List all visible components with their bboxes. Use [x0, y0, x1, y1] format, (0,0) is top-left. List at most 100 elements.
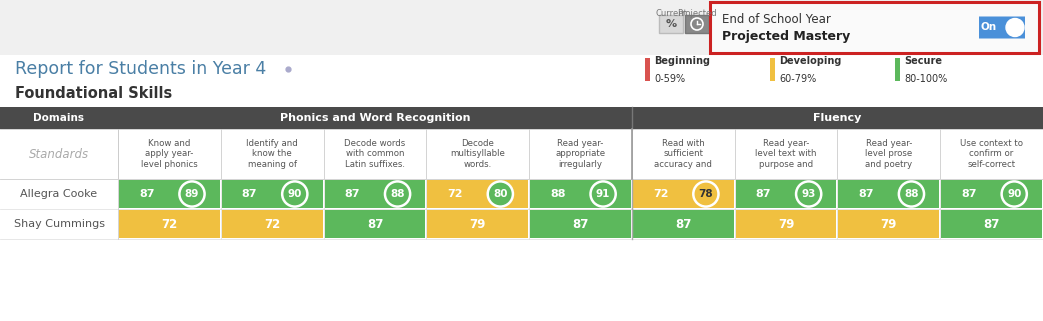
Text: apply year-: apply year- [145, 150, 194, 159]
FancyBboxPatch shape [735, 180, 836, 208]
Text: level text with: level text with [755, 150, 817, 159]
Text: 72: 72 [162, 218, 177, 230]
Text: Beginning: Beginning [654, 56, 710, 66]
FancyBboxPatch shape [839, 210, 940, 238]
Text: with common: with common [345, 150, 405, 159]
Text: Phonics and Word Recognition: Phonics and Word Recognition [280, 113, 470, 123]
Circle shape [899, 181, 924, 207]
Text: 0-59%: 0-59% [654, 74, 685, 84]
Text: Shay Cummings: Shay Cummings [14, 219, 104, 229]
FancyBboxPatch shape [770, 58, 775, 81]
Circle shape [590, 181, 615, 207]
Text: Know and: Know and [148, 139, 191, 148]
Text: 87: 87 [756, 189, 771, 199]
Text: 87: 87 [984, 218, 1000, 230]
FancyBboxPatch shape [979, 16, 1025, 39]
Text: Decode words: Decode words [344, 139, 406, 148]
Text: 89: 89 [185, 189, 199, 199]
FancyBboxPatch shape [645, 58, 650, 81]
Text: sufficient: sufficient [663, 150, 703, 159]
Text: confirm or: confirm or [970, 150, 1014, 159]
Text: appropriate: appropriate [556, 150, 606, 159]
Text: 87: 87 [675, 218, 692, 230]
Text: 88: 88 [550, 189, 565, 199]
FancyBboxPatch shape [530, 180, 631, 208]
Text: 72: 72 [653, 189, 669, 199]
Text: Read year-: Read year- [762, 139, 809, 148]
Text: 60-79%: 60-79% [779, 74, 817, 84]
FancyBboxPatch shape [0, 179, 1043, 209]
Text: words.: words. [463, 160, 492, 169]
Text: %: % [665, 19, 677, 29]
FancyBboxPatch shape [839, 180, 940, 208]
FancyBboxPatch shape [324, 180, 426, 208]
Text: Domains: Domains [33, 113, 84, 123]
Text: 90: 90 [1008, 189, 1021, 199]
Text: Identify and: Identify and [246, 139, 298, 148]
Text: 87: 87 [242, 189, 258, 199]
Text: Foundational Skills: Foundational Skills [15, 86, 172, 101]
Text: 87: 87 [139, 189, 154, 199]
Text: and poetry: and poetry [866, 160, 913, 169]
Text: Standards: Standards [29, 148, 89, 160]
Text: accuracy and: accuracy and [654, 160, 712, 169]
FancyBboxPatch shape [324, 210, 426, 238]
Text: 88: 88 [904, 189, 919, 199]
FancyBboxPatch shape [222, 180, 322, 208]
FancyBboxPatch shape [0, 0, 1043, 55]
Text: purpose and: purpose and [759, 160, 814, 169]
FancyBboxPatch shape [530, 210, 631, 238]
Text: Allegra Cooke: Allegra Cooke [21, 189, 98, 199]
Text: irregularly: irregularly [558, 160, 603, 169]
Text: Secure: Secure [904, 56, 942, 66]
Text: 87: 87 [344, 189, 360, 199]
Text: Report for Students in Year 4: Report for Students in Year 4 [15, 59, 266, 77]
Circle shape [385, 181, 410, 207]
Text: 72: 72 [264, 218, 281, 230]
Circle shape [488, 181, 513, 207]
Text: Read year-: Read year- [557, 139, 604, 148]
Text: Projected: Projected [677, 10, 717, 19]
Text: self-correct: self-correct [968, 160, 1016, 169]
Text: 90: 90 [288, 189, 302, 199]
FancyBboxPatch shape [633, 180, 733, 208]
Circle shape [796, 181, 821, 207]
Text: multisyllable: multisyllable [451, 150, 505, 159]
FancyBboxPatch shape [941, 180, 1042, 208]
Text: 87: 87 [367, 218, 383, 230]
Text: level prose: level prose [866, 150, 913, 159]
Text: 80-100%: 80-100% [904, 74, 947, 84]
Text: On: On [980, 22, 997, 32]
Circle shape [179, 181, 204, 207]
Text: 79: 79 [778, 218, 794, 230]
Text: Read year-: Read year- [866, 139, 912, 148]
FancyBboxPatch shape [685, 15, 709, 33]
Text: End of School Year: End of School Year [722, 13, 831, 26]
Text: 79: 79 [880, 218, 897, 230]
Text: 72: 72 [447, 189, 463, 199]
FancyBboxPatch shape [710, 2, 1039, 53]
Text: Projected Mastery: Projected Mastery [722, 30, 850, 43]
Text: 87: 87 [962, 189, 976, 199]
Text: 78: 78 [699, 189, 713, 199]
FancyBboxPatch shape [941, 210, 1042, 238]
FancyBboxPatch shape [222, 210, 322, 238]
Text: Developing: Developing [779, 56, 842, 66]
Circle shape [283, 181, 308, 207]
Text: 80: 80 [493, 189, 508, 199]
Text: Latin suffixes.: Latin suffixes. [345, 160, 405, 169]
Text: Decode: Decode [461, 139, 494, 148]
FancyBboxPatch shape [0, 129, 1043, 179]
FancyBboxPatch shape [735, 210, 836, 238]
FancyBboxPatch shape [895, 58, 900, 81]
Text: 79: 79 [469, 218, 486, 230]
Circle shape [1001, 181, 1026, 207]
FancyBboxPatch shape [633, 210, 733, 238]
Circle shape [1006, 19, 1024, 37]
Text: Current: Current [655, 10, 687, 19]
Text: 87: 87 [573, 218, 588, 230]
Text: 88: 88 [390, 189, 405, 199]
Text: level phonics: level phonics [141, 160, 198, 169]
FancyBboxPatch shape [659, 15, 683, 33]
Text: Fluency: Fluency [814, 113, 862, 123]
